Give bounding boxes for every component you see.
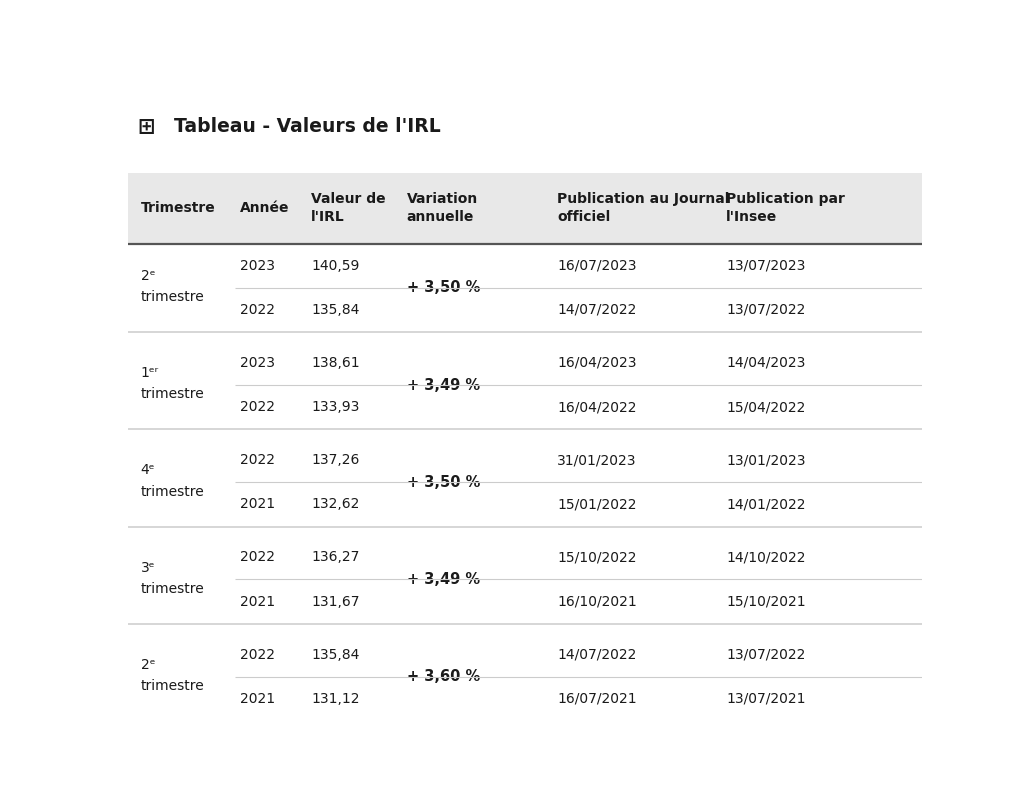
Text: Trimestre: Trimestre	[140, 201, 215, 215]
Text: + 3,49 %: + 3,49 %	[407, 378, 479, 392]
Text: 131,67: 131,67	[311, 594, 359, 609]
Text: 15/04/2022: 15/04/2022	[726, 400, 806, 414]
Text: trimestre: trimestre	[140, 582, 205, 596]
FancyBboxPatch shape	[128, 340, 922, 429]
Text: 135,84: 135,84	[311, 647, 359, 662]
Text: 13/01/2023: 13/01/2023	[726, 453, 806, 467]
Text: + 3,50 %: + 3,50 %	[407, 280, 480, 296]
Text: 15/10/2022: 15/10/2022	[557, 551, 637, 564]
Text: 13/07/2023: 13/07/2023	[726, 259, 806, 272]
Text: trimestre: trimestre	[140, 679, 205, 693]
Text: 2023: 2023	[240, 259, 274, 272]
Text: + 3,50 %: + 3,50 %	[407, 475, 480, 490]
Text: 15/10/2021: 15/10/2021	[726, 594, 806, 609]
Text: 1ᵉʳ: 1ᵉʳ	[140, 366, 159, 380]
Text: 2022: 2022	[240, 303, 274, 317]
Text: Variation
annuelle: Variation annuelle	[407, 193, 478, 224]
Text: 14/04/2023: 14/04/2023	[726, 356, 806, 370]
Text: 15/01/2022: 15/01/2022	[557, 498, 637, 511]
Text: 14/01/2022: 14/01/2022	[726, 498, 806, 511]
Text: trimestre: trimestre	[140, 388, 205, 402]
FancyBboxPatch shape	[128, 173, 922, 244]
FancyBboxPatch shape	[128, 632, 922, 721]
Text: 136,27: 136,27	[311, 551, 359, 564]
Text: 16/04/2022: 16/04/2022	[557, 400, 637, 414]
Text: 13/07/2021: 13/07/2021	[726, 692, 806, 706]
Text: 16/07/2021: 16/07/2021	[557, 692, 637, 706]
Text: Valeur de
l'IRL: Valeur de l'IRL	[311, 193, 386, 224]
Text: 13/07/2022: 13/07/2022	[726, 647, 806, 662]
Text: trimestre: trimestre	[140, 485, 205, 499]
Text: 137,26: 137,26	[311, 453, 359, 467]
Text: 2022: 2022	[240, 400, 274, 414]
Text: 13/07/2022: 13/07/2022	[726, 303, 806, 317]
Text: 16/07/2023: 16/07/2023	[557, 259, 637, 272]
Text: Année: Année	[240, 201, 290, 215]
Text: 14/10/2022: 14/10/2022	[726, 551, 806, 564]
Text: 2023: 2023	[240, 356, 274, 370]
Text: 16/04/2023: 16/04/2023	[557, 356, 637, 370]
Text: ⊞: ⊞	[137, 117, 155, 137]
Text: 131,12: 131,12	[311, 692, 359, 706]
Text: + 3,49 %: + 3,49 %	[407, 572, 479, 587]
Text: 140,59: 140,59	[311, 259, 359, 272]
Text: 2021: 2021	[240, 692, 275, 706]
FancyBboxPatch shape	[128, 244, 922, 332]
Text: 16/10/2021: 16/10/2021	[557, 594, 637, 609]
Text: 2021: 2021	[240, 498, 275, 511]
Text: 2022: 2022	[240, 551, 274, 564]
Text: 14/07/2022: 14/07/2022	[557, 647, 637, 662]
Text: 2022: 2022	[240, 453, 274, 467]
Text: 2ᵉ: 2ᵉ	[140, 658, 156, 672]
Text: 138,61: 138,61	[311, 356, 360, 370]
Text: + 3,60 %: + 3,60 %	[407, 669, 480, 684]
Text: 31/01/2023: 31/01/2023	[557, 453, 637, 467]
Text: 2022: 2022	[240, 647, 274, 662]
Text: 132,62: 132,62	[311, 498, 359, 511]
Text: 3ᵉ: 3ᵉ	[140, 561, 156, 574]
FancyBboxPatch shape	[128, 535, 922, 624]
FancyBboxPatch shape	[128, 438, 922, 527]
Text: trimestre: trimestre	[140, 290, 205, 304]
Text: 4ᵉ: 4ᵉ	[140, 463, 156, 477]
Text: 2021: 2021	[240, 594, 275, 609]
Text: Publication au Journal
officiel: Publication au Journal officiel	[557, 193, 730, 224]
Text: 135,84: 135,84	[311, 303, 359, 317]
Text: Publication par
l'Insee: Publication par l'Insee	[726, 193, 845, 224]
Text: 2ᵉ: 2ᵉ	[140, 269, 156, 283]
Text: 14/07/2022: 14/07/2022	[557, 303, 637, 317]
Text: Tableau - Valeurs de l'IRL: Tableau - Valeurs de l'IRL	[174, 117, 440, 137]
Text: 133,93: 133,93	[311, 400, 359, 414]
